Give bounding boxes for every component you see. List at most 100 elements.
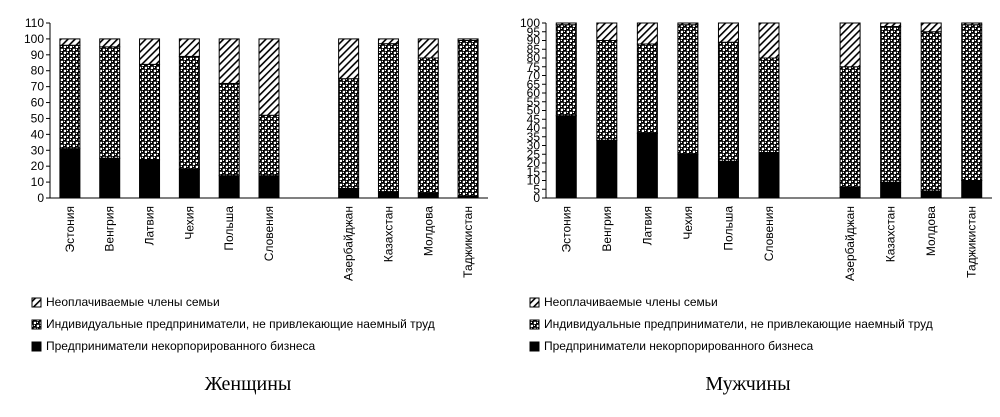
bar-segment-2 xyxy=(880,26,902,183)
bar-segment-3 xyxy=(677,22,699,26)
bar-segment-1 xyxy=(961,180,983,199)
bar-segment-2 xyxy=(677,24,699,155)
category-label: Латвия xyxy=(143,206,157,245)
category-label: Чехия xyxy=(681,206,695,240)
category-label: Чехия xyxy=(182,206,196,240)
y-tick-label: 40 xyxy=(31,127,45,141)
bar-segment-2 xyxy=(258,114,280,177)
y-tick-label: 50 xyxy=(527,104,541,118)
y-tick-label: 70 xyxy=(527,69,541,83)
legend-swatch xyxy=(31,319,42,330)
bar-segment-2 xyxy=(99,46,121,159)
bar-segment-1 xyxy=(99,157,121,199)
bar-segment-3 xyxy=(218,38,240,84)
legend-entry: Предприниматели некорпорированного бизне… xyxy=(46,339,316,353)
y-tick-label: 95 xyxy=(527,25,541,39)
category-label: Польша xyxy=(222,206,236,251)
bar-segment-1 xyxy=(677,153,699,199)
legend-swatch xyxy=(529,341,540,352)
chart-women: 0 10 20 30 40 50 60 70 80 90 100 110 Эстония Венгрия Л… xyxy=(24,16,488,395)
bar-segment-3 xyxy=(178,38,200,57)
y-tick-label: 75 xyxy=(527,60,541,74)
bar-segment-1 xyxy=(717,160,739,199)
bar-segment-2 xyxy=(457,40,479,197)
bar-segment-2 xyxy=(636,43,658,134)
bar-segment-3 xyxy=(920,22,942,33)
y-tick-label: 55 xyxy=(527,95,541,109)
y-tick-label: 30 xyxy=(527,139,541,153)
category-label: Эстония xyxy=(559,206,573,253)
bar-segment-2 xyxy=(139,63,161,161)
chart-caption: Женщины xyxy=(205,373,292,395)
y-tick-label: 85 xyxy=(527,42,541,56)
legend-swatch xyxy=(31,297,42,308)
bar-segment-3 xyxy=(961,22,983,26)
y-tick-label: 10 xyxy=(527,174,541,188)
bar-segment-3 xyxy=(758,22,780,59)
legend-entry: Неоплачиваемые члены семьи xyxy=(46,295,220,309)
legend-swatch xyxy=(529,297,540,308)
bar-segment-2 xyxy=(377,43,399,193)
bar-segment-2 xyxy=(920,31,942,192)
bar-segment-3 xyxy=(377,38,399,45)
category-label: Венгрия xyxy=(600,206,614,252)
y-tick-label: 45 xyxy=(527,112,541,126)
bar-segment-2 xyxy=(555,24,577,117)
bar-segment-2 xyxy=(218,82,240,177)
legend-entry: Предприниматели некорпорированного бизне… xyxy=(544,339,814,353)
y-tick-label: 90 xyxy=(31,48,45,62)
y-tick-label: 10 xyxy=(31,175,45,189)
category-label: Словения xyxy=(262,206,276,261)
bar-segment-1 xyxy=(636,132,658,199)
bar-segment-1 xyxy=(596,139,618,199)
y-tick-label: 15 xyxy=(527,165,541,179)
category-label: Казахстан xyxy=(381,206,395,262)
y-tick-label: 60 xyxy=(527,86,541,100)
bar-segment-2 xyxy=(338,78,360,189)
bar-segment-2 xyxy=(417,57,439,194)
y-tick-label: 100 xyxy=(520,16,540,30)
category-label: Казахстан xyxy=(884,206,898,262)
bar-segment-1 xyxy=(178,168,200,199)
y-tick-label: 65 xyxy=(527,77,541,91)
bar-segment-2 xyxy=(717,41,739,162)
y-tick-label: 20 xyxy=(527,156,541,170)
legend-entry: Неоплачиваемые члены семьи xyxy=(544,295,718,309)
y-tick-label: 80 xyxy=(527,51,541,65)
category-label: Эстония xyxy=(63,206,77,253)
legend-swatch xyxy=(529,319,540,330)
category-label: Латвия xyxy=(640,206,654,245)
y-tick-label: 90 xyxy=(527,34,541,48)
y-tick-label: 100 xyxy=(24,32,44,46)
bar-segment-2 xyxy=(178,55,200,170)
y-tick-label: 5 xyxy=(533,182,540,196)
y-tick-label: 20 xyxy=(31,159,45,173)
bar-segment-2 xyxy=(59,44,81,150)
chart-caption: Мужчины xyxy=(705,373,790,395)
bar-segment-1 xyxy=(59,148,81,199)
category-label: Азербайджан xyxy=(342,206,356,281)
category-label: Польша xyxy=(721,206,735,251)
bar-segment-3 xyxy=(99,38,121,48)
bar-segment-3 xyxy=(258,38,280,116)
bar-segment-2 xyxy=(839,66,861,188)
bar-segment-1 xyxy=(880,181,902,199)
bar-segment-1 xyxy=(258,175,280,199)
legend-entry: Индивидуальные предприниматели, не привл… xyxy=(544,317,933,331)
bar-segment-1 xyxy=(139,159,161,199)
bar-segment-3 xyxy=(555,22,577,26)
category-label: Таджикистан xyxy=(461,206,475,278)
category-label: Словения xyxy=(762,206,776,261)
bar-segment-1 xyxy=(218,175,240,199)
bar-segment-1 xyxy=(338,187,360,199)
bar-segment-2 xyxy=(758,57,780,153)
category-label: Молдова xyxy=(421,206,435,256)
bar-segment-1 xyxy=(920,190,942,199)
bar-segment-1 xyxy=(417,192,439,199)
legend-entry: Индивидуальные предприниматели, не привл… xyxy=(46,317,435,331)
bar-segment-3 xyxy=(139,38,161,65)
bar-segment-3 xyxy=(717,22,739,43)
y-tick-label: 35 xyxy=(527,130,541,144)
bar-segment-1 xyxy=(555,115,577,199)
